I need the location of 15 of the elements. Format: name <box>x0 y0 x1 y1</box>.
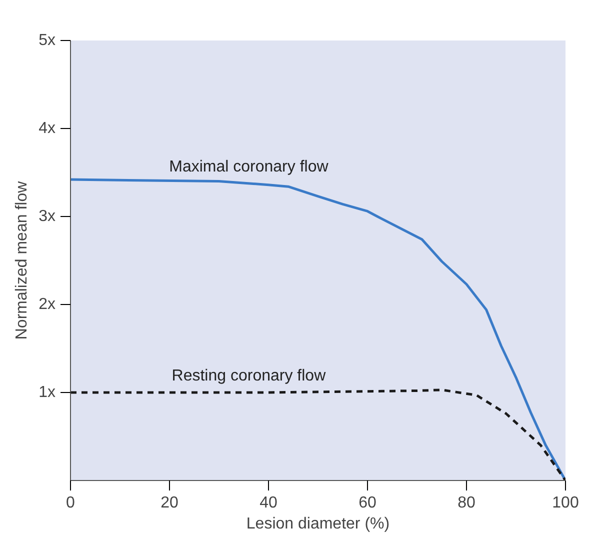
series-label: Resting coronary flow <box>172 368 326 384</box>
x-axis-title: Lesion diameter (%) <box>246 516 390 532</box>
x-tick-label: 40 <box>260 494 278 512</box>
x-tick-label: 20 <box>160 494 178 512</box>
y-tick-label: 4x <box>38 120 56 137</box>
y-tick-label: 5x <box>38 32 56 49</box>
y-tick-label: 1x <box>38 384 56 401</box>
x-tick-label: 80 <box>458 494 476 512</box>
y-axis-title: Normalized mean flow <box>14 180 31 340</box>
y-tick-label: 2x <box>38 296 56 313</box>
x-tick-label: 0 <box>66 494 76 512</box>
series-label: Maximal coronary flow <box>169 158 329 176</box>
x-tick-label: 60 <box>358 494 376 512</box>
x-tick-label: 100 <box>552 494 579 512</box>
y-tick-label: 3x <box>38 208 56 225</box>
